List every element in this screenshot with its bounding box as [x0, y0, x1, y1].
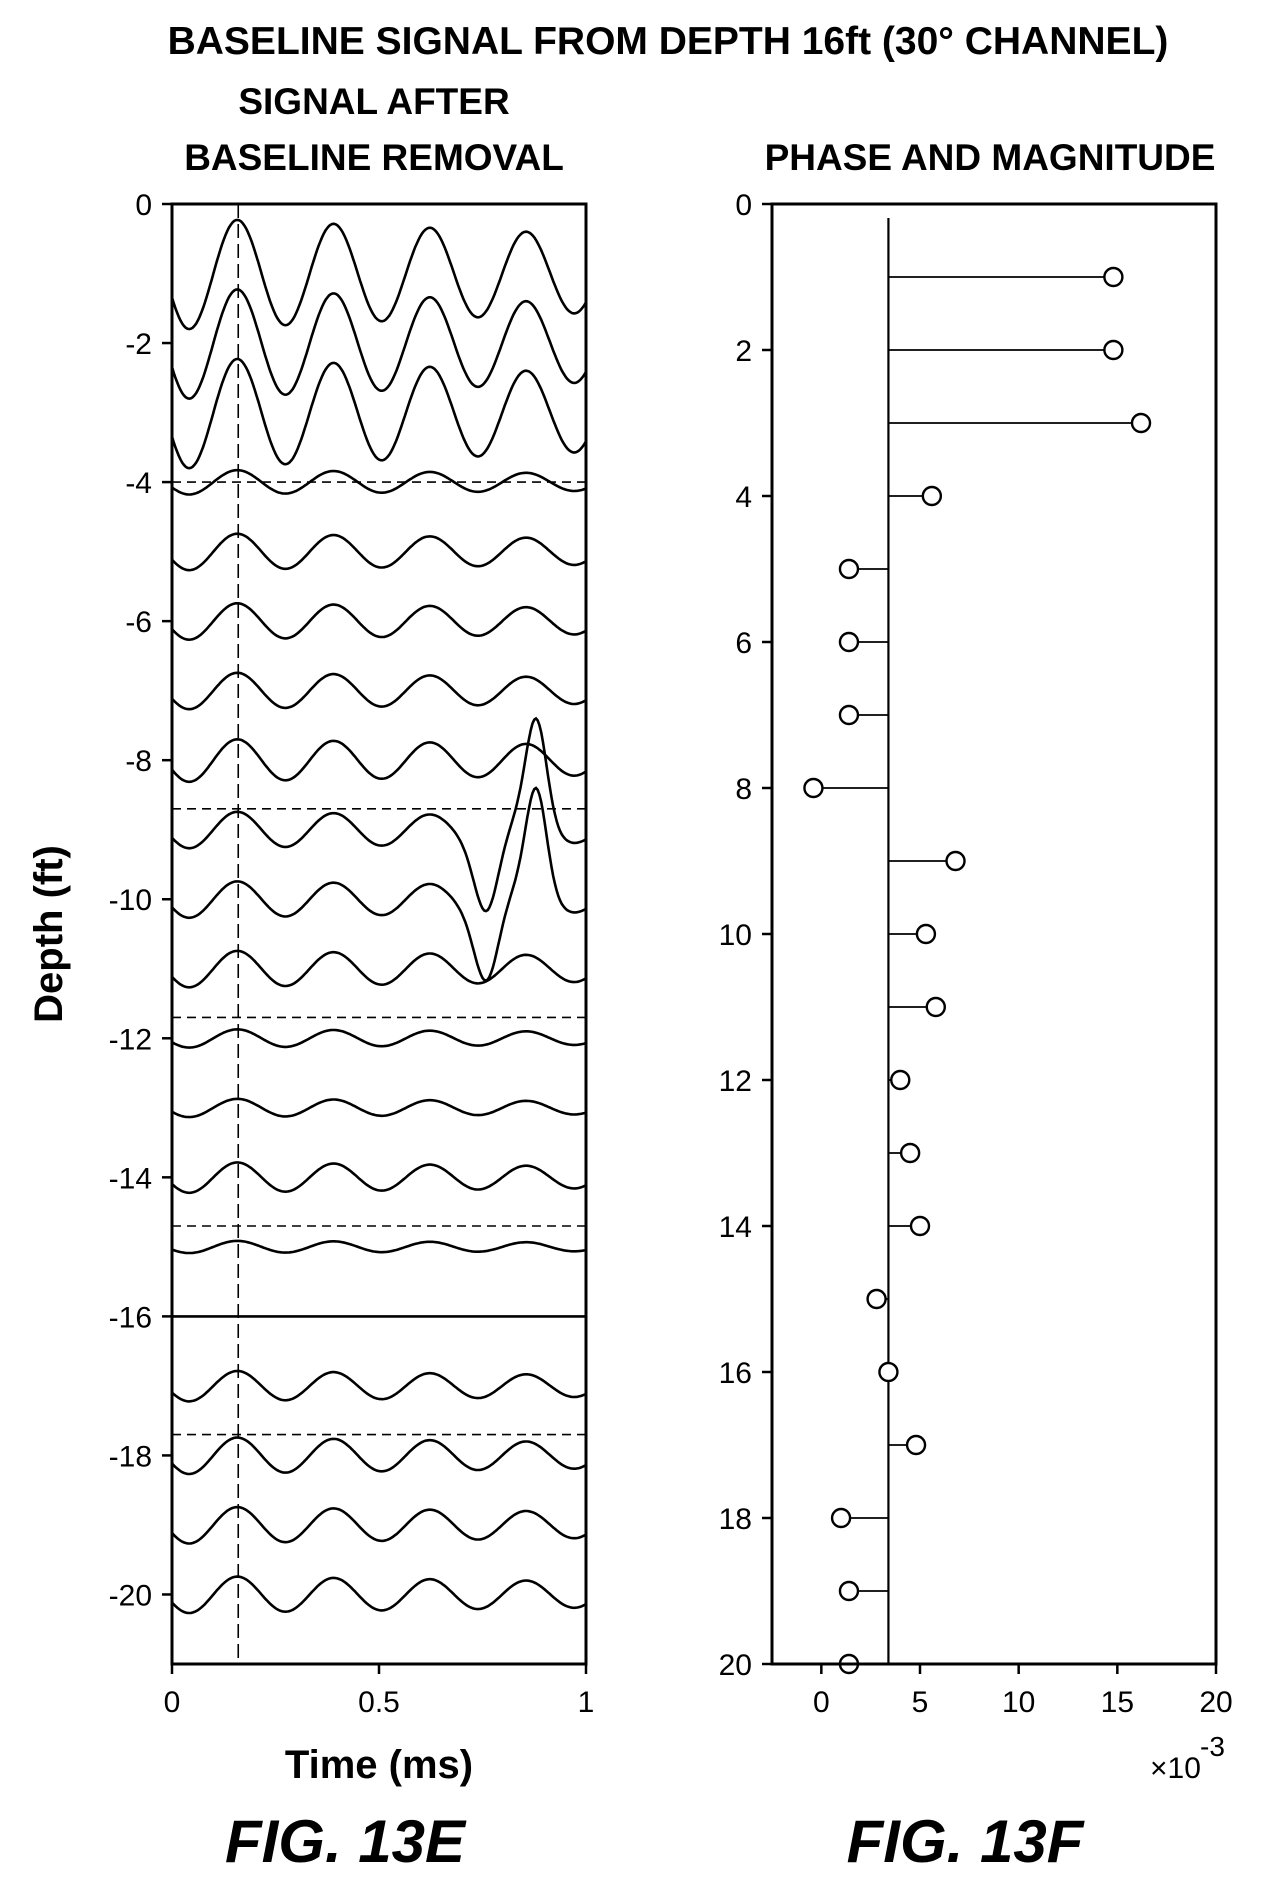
phase-magnitude-chart: 0 2 4 6 8 10 12 14 16 18 20 0 5 10 15 20 ×10 -3 [719, 189, 1233, 1785]
depth-tick-label: -8 [125, 745, 152, 778]
signal-trace [171, 1161, 587, 1195]
signal-trace [170, 357, 588, 470]
time-axis-label: Time (ms) [285, 1743, 473, 1787]
depth-tick-label: -16 [109, 1301, 152, 1334]
signal-trace [171, 602, 587, 642]
depth-axis-label: Depth (ft) [27, 845, 71, 1023]
left-title-line2: BASELINE REMOVAL [184, 137, 564, 178]
signal-traces [170, 218, 588, 1615]
signal-trace [170, 737, 587, 784]
depth-axis: 0 -2 -4 -6 -8 -10 -12 -14 -16 -18 -20 [109, 189, 172, 1612]
depth-axis-right: 0 2 4 6 8 10 12 14 16 18 20 [719, 189, 772, 1682]
figure-label-13e: FIG. 13E [225, 1808, 467, 1875]
depth-tick-label: -14 [109, 1162, 152, 1195]
signal-trace [171, 532, 587, 572]
depth-tick-label-right: 14 [719, 1211, 752, 1244]
time-tick-label: 0 [164, 1686, 181, 1719]
magnitude-axis: 0 5 10 15 20 [813, 1664, 1233, 1719]
depth-tick-label: 0 [135, 189, 152, 222]
magnitude-tick-label: 0 [813, 1686, 830, 1719]
figure-label-13f: FIG. 13F [847, 1808, 1085, 1875]
magnitude-point [866, 1288, 887, 1310]
group-separators [172, 481, 586, 1436]
depth-tick-label-right: 8 [735, 773, 752, 806]
left-title-line1: SIGNAL AFTER [238, 81, 509, 122]
magnitude-point [915, 923, 937, 945]
depth-tick-label-right: 2 [735, 335, 752, 368]
signal-trace [171, 1505, 587, 1545]
magnitude-point [905, 1434, 927, 1456]
magnitude-point [878, 1361, 899, 1383]
depth-tick-label-right: 10 [719, 919, 752, 952]
magnitude-point [945, 850, 966, 872]
magnitude-point [830, 1507, 852, 1529]
signal-chart: 0-2-4-6-8-10-12-14-16-18-20 0 0.5 1 Depth … [27, 189, 594, 1787]
magnitude-point [838, 558, 860, 580]
magnitude-point [803, 777, 824, 799]
signal-trace [171, 1027, 587, 1049]
magnitude-tick-label: 5 [912, 1686, 929, 1719]
magnitude-point [838, 631, 860, 653]
signal-trace [170, 288, 588, 401]
magnitude-point [1103, 339, 1124, 361]
signal-trace [171, 716, 587, 913]
depth-tick-label: -4 [125, 467, 152, 500]
time-tick-label: 0.5 [358, 1686, 400, 1719]
depth-tick-label-right: 0 [735, 189, 752, 222]
signal-trace [170, 218, 588, 331]
magnitude-point [921, 485, 943, 507]
magnitude-tick-label: 10 [1002, 1686, 1035, 1719]
magnitude-tick-label: 20 [1199, 1686, 1232, 1719]
magnitude-tick-label: 15 [1101, 1686, 1134, 1719]
axis-multiplier-exponent: -3 [1200, 1731, 1225, 1762]
depth-tick-label: -2 [125, 328, 152, 361]
depth-tick-label: -20 [109, 1579, 152, 1612]
signal-trace [171, 1575, 587, 1615]
depth-tick-label: -12 [109, 1023, 152, 1056]
signal-trace [171, 468, 587, 496]
magnitude-point [899, 1142, 921, 1164]
depth-tick-label-right: 16 [719, 1357, 752, 1390]
magnitude-point [890, 1069, 911, 1091]
time-tick-label: 1 [578, 1686, 595, 1719]
depth-tick-label: -10 [109, 884, 152, 917]
depth-tick-label-right: 12 [719, 1065, 752, 1098]
magnitude-point [1103, 266, 1124, 288]
depth-tick-label-right: 20 [719, 1649, 752, 1682]
signal-trace [171, 786, 587, 983]
depth-tick-label: -6 [125, 606, 152, 639]
magnitude-point [1130, 412, 1152, 434]
time-axis: 0 0.5 1 [164, 1664, 595, 1719]
magnitude-point [838, 1580, 860, 1602]
right-title: PHASE AND MAGNITUDE [765, 137, 1216, 178]
magnitude-point [909, 1215, 931, 1237]
signal-trace [171, 671, 587, 711]
signal-trace [171, 949, 587, 989]
depth-tick-label-right: 6 [735, 627, 752, 660]
depth-tick-label-right: 18 [719, 1503, 752, 1536]
main-title: BASELINE SIGNAL FROM DEPTH 16ft (30° CHA… [168, 20, 1169, 63]
magnitude-stems [803, 266, 1152, 1675]
signal-trace [171, 1097, 587, 1119]
signal-trace [171, 1369, 587, 1403]
depth-tick-label: -18 [109, 1440, 152, 1473]
magnitude-point [838, 704, 860, 726]
depth-tick-label-right: 4 [735, 481, 752, 514]
signal-plot-frame [170, 202, 588, 1666]
axis-multiplier: ×10 [1150, 1752, 1201, 1785]
signal-trace [171, 1239, 587, 1255]
magnitude-point [925, 996, 946, 1018]
signal-trace [171, 1436, 587, 1476]
